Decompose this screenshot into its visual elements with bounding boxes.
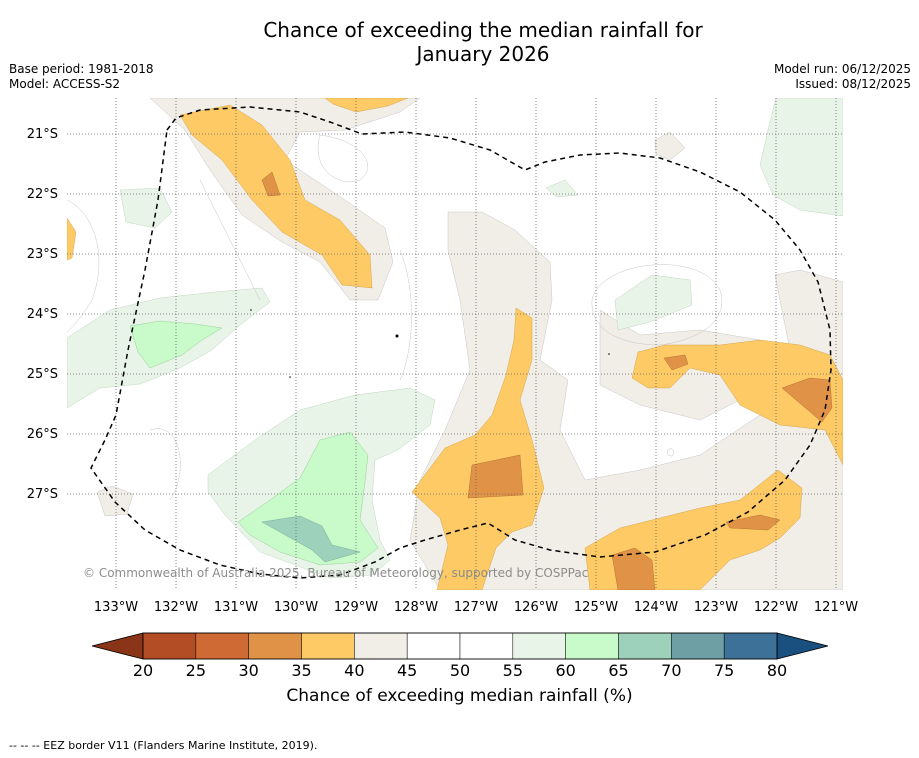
beige-region-sw bbox=[96, 485, 134, 517]
map-panel: © Commonwealth of Australia 2025, Bureau… bbox=[67, 98, 843, 590]
very-dry-region-4 bbox=[781, 377, 833, 423]
lat-label: 21°S bbox=[27, 127, 58, 142]
island bbox=[250, 309, 252, 311]
colorbar-cell bbox=[195, 632, 249, 660]
dry-region-5 bbox=[631, 339, 843, 466]
colorbar-label: Chance of exceeding median rainfall (%) bbox=[286, 686, 633, 706]
colorbar-tick-label: 50 bbox=[450, 661, 470, 680]
lon-label: 122°W bbox=[754, 600, 798, 615]
lat-label: 25°S bbox=[27, 367, 58, 382]
colorbar: 20 25 30 35 40 45 50 55 60 65 70 75 80 bbox=[91, 632, 829, 680]
colorbar-tick-label: 80 bbox=[767, 661, 787, 680]
colorbar-cell bbox=[618, 632, 672, 660]
dry-region-2 bbox=[324, 98, 409, 113]
colorbar-tick-label: 45 bbox=[397, 661, 417, 680]
model-text: Model: ACCESS-S2 bbox=[9, 77, 121, 91]
lat-label: 24°S bbox=[27, 307, 58, 322]
colorbar-tick-label: 35 bbox=[291, 661, 311, 680]
island bbox=[608, 353, 610, 355]
colorbar-over-arrow bbox=[776, 632, 829, 660]
very-dry-regions bbox=[261, 171, 833, 590]
title-line-1: Chance of exceeding the median rainfall … bbox=[263, 18, 703, 42]
lon-label: 124°W bbox=[634, 600, 678, 615]
colorbar-cell bbox=[301, 632, 355, 660]
title-line-2: January 2026 bbox=[416, 42, 550, 66]
model-run-text: Model run: 06/12/2025 bbox=[773, 62, 911, 76]
copyright-text: © Commonwealth of Australia 2025, Bureau… bbox=[83, 566, 588, 580]
wettest-region-1 bbox=[261, 515, 361, 563]
colorbar-cell bbox=[406, 632, 461, 660]
wet-region-4 bbox=[614, 274, 693, 331]
issued-text: Issued: 08/12/2025 bbox=[795, 77, 911, 91]
lon-label: 131°W bbox=[214, 600, 258, 615]
lon-label: 133°W bbox=[94, 600, 138, 615]
wettest-regions bbox=[261, 515, 361, 563]
eez-legend-text: -- -- -- EEZ border V11 (Flanders Marine… bbox=[9, 739, 318, 752]
latitude-labels: 21°S 22°S 23°S 24°S 25°S 26°S 27°S bbox=[27, 127, 58, 502]
lon-label: 121°W bbox=[814, 600, 858, 615]
very-dry-region-2 bbox=[467, 454, 524, 499]
colorbar-tick-label: 20 bbox=[133, 661, 153, 680]
meta-right: Model run: 06/12/2025 Issued: 08/12/2025 bbox=[774, 62, 911, 92]
colorbar-tick-label: 65 bbox=[608, 661, 628, 680]
lon-label: 129°W bbox=[334, 600, 378, 615]
colorbar-tick-label: 40 bbox=[344, 661, 364, 680]
colorbar-tick-label: 55 bbox=[503, 661, 523, 680]
dry-region-3 bbox=[67, 217, 77, 261]
lon-label: 127°W bbox=[454, 600, 498, 615]
lat-label: 27°S bbox=[27, 487, 58, 502]
colorbar-cell bbox=[723, 632, 778, 660]
colorbar-cell bbox=[459, 632, 514, 660]
island bbox=[395, 334, 399, 338]
colorbar-cell bbox=[671, 632, 725, 660]
colorbar-cell bbox=[565, 632, 619, 660]
lon-label: 128°W bbox=[394, 600, 438, 615]
lon-label: 126°W bbox=[514, 600, 558, 615]
lon-label: 132°W bbox=[154, 600, 198, 615]
meta-left: Base period: 1981-2018 Model: ACCESS-S2 bbox=[9, 62, 154, 92]
colorbar-cell bbox=[512, 632, 566, 660]
dry-region-4 bbox=[411, 307, 545, 590]
colorbar-cell bbox=[248, 632, 302, 660]
colorbar-under-arrow bbox=[91, 632, 144, 660]
wet-region-6 bbox=[759, 98, 843, 217]
lat-label: 23°S bbox=[27, 247, 58, 262]
contour-lines bbox=[67, 134, 723, 501]
lon-label: 123°W bbox=[694, 600, 738, 615]
very-dry-region-3 bbox=[663, 354, 689, 371]
colorbar-tick-label: 70 bbox=[661, 661, 681, 680]
colorbar-tick-label: 25 bbox=[186, 661, 206, 680]
colorbar-tick-label: 60 bbox=[555, 661, 575, 680]
graticule bbox=[67, 98, 843, 590]
lat-label: 26°S bbox=[27, 427, 58, 442]
lon-label: 130°W bbox=[274, 600, 318, 615]
island bbox=[289, 376, 291, 378]
colorbar-tick-label: 30 bbox=[238, 661, 258, 680]
colorbar-cell bbox=[142, 632, 197, 660]
map-title: Chance of exceeding the median rainfall … bbox=[0, 18, 919, 66]
wetter-region-2 bbox=[237, 431, 379, 566]
islands bbox=[250, 309, 610, 378]
colorbar-frame bbox=[142, 632, 778, 660]
beige-region-top bbox=[654, 131, 686, 161]
dry-region-1 bbox=[179, 104, 373, 289]
eez-border bbox=[90, 106, 832, 579]
lon-label: 125°W bbox=[574, 600, 618, 615]
lat-label: 22°S bbox=[27, 187, 58, 202]
longitude-labels: 133°W 132°W 131°W 130°W 129°W 128°W 127°… bbox=[94, 600, 858, 615]
very-dry-region-6 bbox=[725, 514, 781, 531]
very-dry-region-1 bbox=[261, 171, 281, 197]
base-period-text: Base period: 1981-2018 bbox=[9, 62, 154, 76]
very-dry-region-5 bbox=[611, 547, 656, 590]
colorbar-tick-label: 75 bbox=[714, 661, 734, 680]
colorbar-cell bbox=[354, 632, 408, 660]
